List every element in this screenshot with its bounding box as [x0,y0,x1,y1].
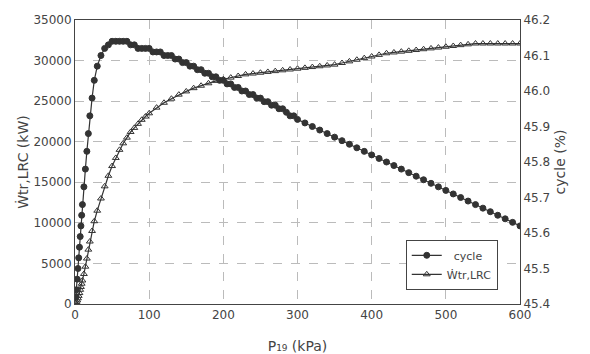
svg-text:35000: 35000 [33,13,71,27]
svg-text:20000: 20000 [33,135,71,149]
svg-text:cycle: cycle [447,250,483,263]
svg-text:45.9: 45.9 [523,120,550,134]
svg-text:0: 0 [71,308,79,322]
svg-text:46.0: 46.0 [523,84,550,98]
svg-text:200: 200 [212,308,235,322]
svg-text:15000: 15000 [33,175,71,189]
svg-text:45.4: 45.4 [523,297,550,311]
svg-text:Ẇtr,LRC: Ẇtr,LRC [447,269,491,282]
svg-text:Ẇtr,LRC (kW): Ẇtr,LRC (kW) [14,115,31,208]
svg-text:45.5: 45.5 [523,262,550,276]
svg-text:30000: 30000 [33,54,71,68]
svg-text:46.2: 46.2 [523,13,550,27]
svg-text:600: 600 [509,308,532,322]
svg-text:100: 100 [138,308,161,322]
svg-text:45.8: 45.8 [523,155,550,169]
svg-text:500: 500 [434,308,457,322]
svg-text:45.6: 45.6 [523,226,550,240]
svg-text:45.7: 45.7 [523,191,550,205]
svg-text:cycle (%): cycle (%) [552,130,568,195]
svg-text:0: 0 [64,297,72,311]
svg-text:P₁₉ (kPa): P₁₉ (kPa) [268,338,328,354]
svg-text:400: 400 [360,308,383,322]
svg-text:46.1: 46.1 [523,49,550,63]
svg-text:300: 300 [286,308,309,322]
svg-text:5000: 5000 [41,257,72,271]
svg-text:10000: 10000 [33,216,71,230]
svg-text:25000: 25000 [33,94,71,108]
